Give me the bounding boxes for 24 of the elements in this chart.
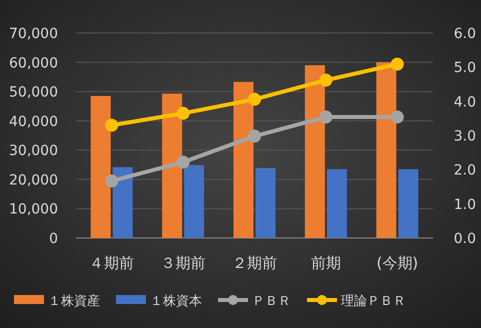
x-tick-label: ４期前 [89, 254, 134, 272]
y2-tick-label: 2.0 [454, 162, 476, 179]
y-tick-label: 30,000 [9, 143, 58, 160]
x-tick-label: 前期 [310, 254, 341, 272]
legend-label: １株資産 [48, 293, 100, 309]
y2-tick-label: 1.0 [454, 196, 476, 213]
x-tick-label: ３期前 [160, 254, 206, 272]
y-tick-label: 40,000 [9, 114, 58, 130]
y-tick-label: 10,000 [9, 202, 58, 218]
x-tick-label: ２期前 [232, 254, 277, 272]
legend-label: 理論ＰＢＲ [341, 294, 406, 309]
y2-tick-label: 6.0 [454, 26, 476, 42]
legend-label: ＰＢＲ [252, 294, 291, 309]
y2-tick-label: 0.0 [454, 231, 476, 247]
x-tick-label: (今期) [376, 254, 418, 272]
legend-label: １株資本 [150, 294, 202, 309]
y-tick-label: 20,000 [9, 172, 58, 188]
y-tick-label: 70,000 [9, 26, 58, 42]
y-tick-label: 0 [49, 231, 58, 247]
y2-tick-label: 3.0 [454, 128, 476, 144]
y-tick-label: 60,000 [9, 55, 58, 72]
y2-tick-label: 5.0 [454, 60, 476, 76]
y-tick-label: 50,000 [9, 84, 58, 101]
y2-tick-label: 4.0 [454, 94, 476, 110]
